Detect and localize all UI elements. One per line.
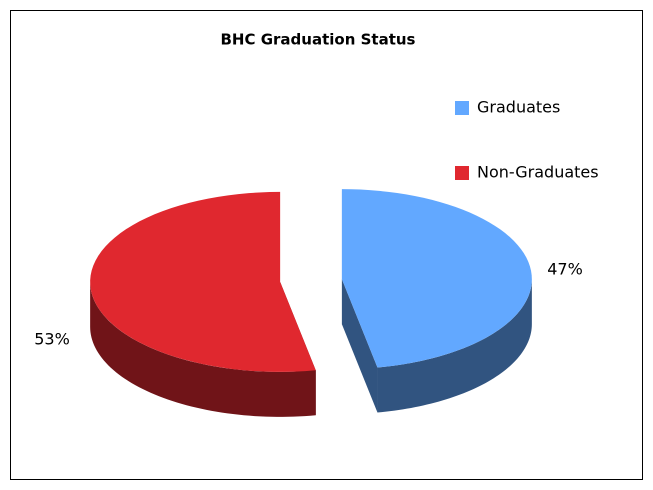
slice <box>90 191 316 372</box>
data-label: 47% <box>547 260 583 279</box>
legend-swatch <box>455 166 469 180</box>
chart-border <box>10 10 643 480</box>
slice <box>341 189 532 368</box>
legend-label: Non-Graduates <box>477 163 599 182</box>
data-label: 53% <box>34 330 70 349</box>
chart-title: BHC Graduation Status <box>221 31 416 49</box>
legend-swatch <box>455 101 469 115</box>
slice-side <box>90 281 316 417</box>
legend-label: Graduates <box>477 98 560 117</box>
slice-side <box>377 279 532 413</box>
slice-cut-face <box>341 279 378 413</box>
